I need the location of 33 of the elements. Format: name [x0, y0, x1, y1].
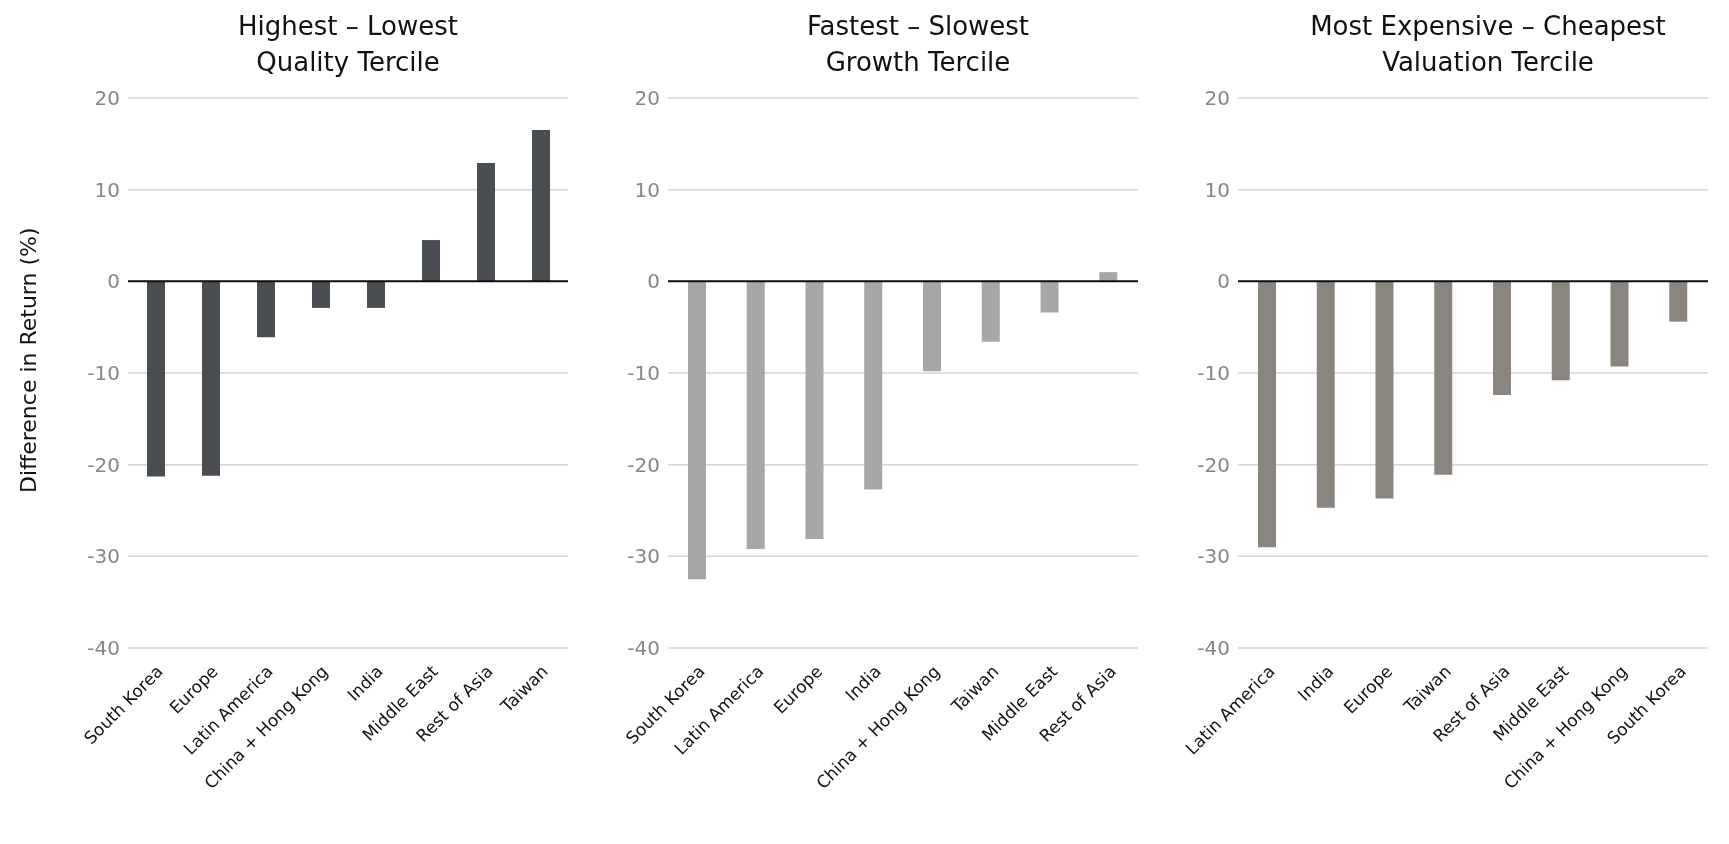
y-tick-label: -20 [1197, 452, 1230, 477]
y-tick-label: 10 [634, 177, 660, 202]
y-tick-label: -20 [627, 452, 660, 477]
y-axis-title: Difference in Return (%) [15, 227, 41, 493]
bar [312, 281, 330, 308]
y-tick-label: 20 [634, 86, 660, 111]
bar [367, 281, 385, 308]
y-tick-label: 10 [94, 177, 120, 202]
y-tick-label: -10 [627, 361, 660, 386]
y-tick-label: -40 [87, 636, 120, 661]
y-tick-label: 20 [94, 86, 120, 111]
y-tick-label: 10 [1204, 177, 1230, 202]
y-tick-label: -10 [87, 361, 120, 386]
bar [477, 163, 495, 282]
chart-title: Highest – Lowest Quality Tercile [237, 10, 459, 79]
y-tick-label: -10 [1197, 361, 1230, 386]
y-tick-label: 0 [1217, 269, 1230, 294]
y-tick-label: -40 [1197, 636, 1230, 661]
y-tick-label: -30 [627, 544, 660, 569]
y-tick-label: 0 [647, 269, 660, 294]
chart-title: Fastest – Slowest Growth Tercile [805, 10, 1031, 79]
chart-title: Most Expensive – Cheapest Valuation Tercile [1309, 10, 1667, 79]
bar [202, 281, 220, 476]
bar [532, 130, 550, 282]
y-tick-label: -40 [627, 636, 660, 661]
y-tick-label: -30 [1197, 544, 1230, 569]
y-tick-label: 0 [107, 269, 120, 294]
bar [147, 281, 165, 477]
y-tick-label: 20 [1204, 86, 1230, 111]
bar [257, 281, 275, 338]
y-tick-label: -20 [87, 452, 120, 477]
bar [422, 240, 440, 282]
y-tick-label: -30 [87, 544, 120, 569]
